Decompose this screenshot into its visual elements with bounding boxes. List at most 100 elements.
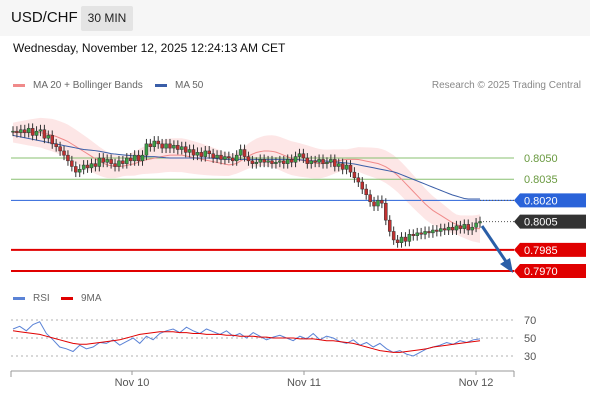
candle-body [305, 157, 310, 164]
candle-body [105, 159, 109, 163]
legend-ma50: MA 50 [155, 80, 203, 91]
candle-body [387, 219, 392, 232]
candle-body [427, 231, 431, 234]
timestamp: Wednesday, November 12, 2025 12:24:13 AM… [13, 41, 286, 55]
candle-body [125, 157, 129, 164]
candle-body [23, 129, 27, 133]
candle-body [266, 160, 270, 163]
x-tick-label: Nov 11 [287, 377, 321, 389]
candle-body [42, 129, 47, 139]
candle-body [109, 159, 113, 164]
candle-body [364, 188, 368, 195]
candle-body [223, 156, 227, 160]
candle-body [50, 135, 54, 145]
candle-body [238, 149, 243, 156]
candle-body [183, 146, 188, 153]
legend-9ma: 9MA [61, 293, 102, 304]
candle-body [344, 164, 349, 170]
x-axis: Nov 10 Nov 11 Nov 12 [10, 370, 515, 389]
candle-body [470, 226, 474, 231]
candle-body [439, 228, 443, 232]
candle-body [407, 234, 412, 242]
candle-body [211, 153, 215, 159]
candle-body [297, 153, 302, 157]
candle-body [62, 150, 66, 156]
candle-body [89, 163, 94, 169]
candle-body [101, 157, 106, 163]
candle-body [348, 164, 353, 173]
candle-body [282, 160, 286, 164]
level-label-0.8035: 0.8035 [524, 174, 558, 186]
candle-body [128, 157, 133, 162]
rsi-panel: 70 50 30 [11, 315, 536, 363]
candle-body [395, 239, 400, 244]
candle-body [442, 228, 447, 231]
level-tag-0.8005 [514, 214, 586, 229]
candle-body [38, 129, 43, 132]
candle-body [77, 169, 82, 173]
candle-body [46, 135, 51, 139]
candle-body [207, 150, 211, 155]
candle-body [121, 160, 125, 164]
legend-rsi: RSI [13, 293, 50, 304]
candle-body [391, 231, 396, 241]
level-labels: 0.8050 0.8035 0.8020 0.8005 0.7985 0.7970 [514, 153, 586, 278]
candle-body [450, 226, 455, 231]
candle-body [172, 145, 176, 149]
candle-body [321, 159, 325, 164]
top-bar: USD/CHF 30 MIN [0, 0, 590, 36]
x-tick-label: Nov 10 [115, 377, 150, 389]
candle-body [152, 140, 157, 147]
candle-body [376, 200, 380, 207]
credit-text: Research © 2025 Trading Central [431, 80, 581, 91]
candle-body [242, 149, 247, 157]
candle-body [176, 145, 180, 150]
bollinger-bands [13, 117, 480, 243]
candle-body [466, 224, 470, 231]
candle-body [435, 229, 439, 232]
candle-body [132, 154, 137, 162]
legend-swatch-9ma [61, 297, 73, 300]
forecast-arrow [480, 225, 513, 273]
candle-body [11, 130, 15, 133]
legend-label-ma20: MA 20 + Bollinger Bands [33, 80, 143, 91]
timeframe-button[interactable]: 30 MIN [81, 6, 133, 31]
candle-body [372, 201, 376, 207]
candle-body [399, 236, 404, 244]
candle-body [250, 160, 255, 164]
candle-body [262, 159, 266, 163]
candle-body [74, 166, 78, 173]
candle-body [329, 159, 333, 163]
forecast-arrow-shaft [480, 225, 509, 264]
candle-body [234, 154, 239, 162]
candle-body [81, 164, 86, 170]
candles [11, 123, 482, 248]
legend-label-9ma: 9MA [81, 293, 102, 304]
rsi-9ma-line [12, 330, 481, 353]
candle-body [66, 154, 70, 162]
level-tag-0.7970 [514, 264, 586, 278]
candle-body [97, 157, 102, 167]
candle-body [15, 130, 19, 133]
level-lines [11, 157, 514, 272]
candle-body [419, 232, 423, 235]
candle-body [58, 146, 62, 152]
candle-body [156, 140, 160, 145]
candle-body [333, 159, 337, 167]
candle-body [164, 143, 168, 149]
candle-body [474, 222, 478, 228]
candle-body [340, 163, 345, 170]
candle-body [215, 154, 219, 159]
candle-body [274, 161, 278, 164]
rsi-tick-label: 70 [524, 315, 536, 327]
candle-body [144, 143, 149, 156]
legend-label-ma50: MA 50 [175, 80, 204, 91]
candle-body [380, 200, 384, 204]
legend-label-rsi: RSI [33, 293, 50, 304]
candle-body [199, 152, 204, 157]
candle-body [317, 159, 321, 163]
candle-body [117, 160, 121, 167]
candle-body [423, 231, 427, 235]
legend-swatch-ma50 [155, 84, 167, 87]
